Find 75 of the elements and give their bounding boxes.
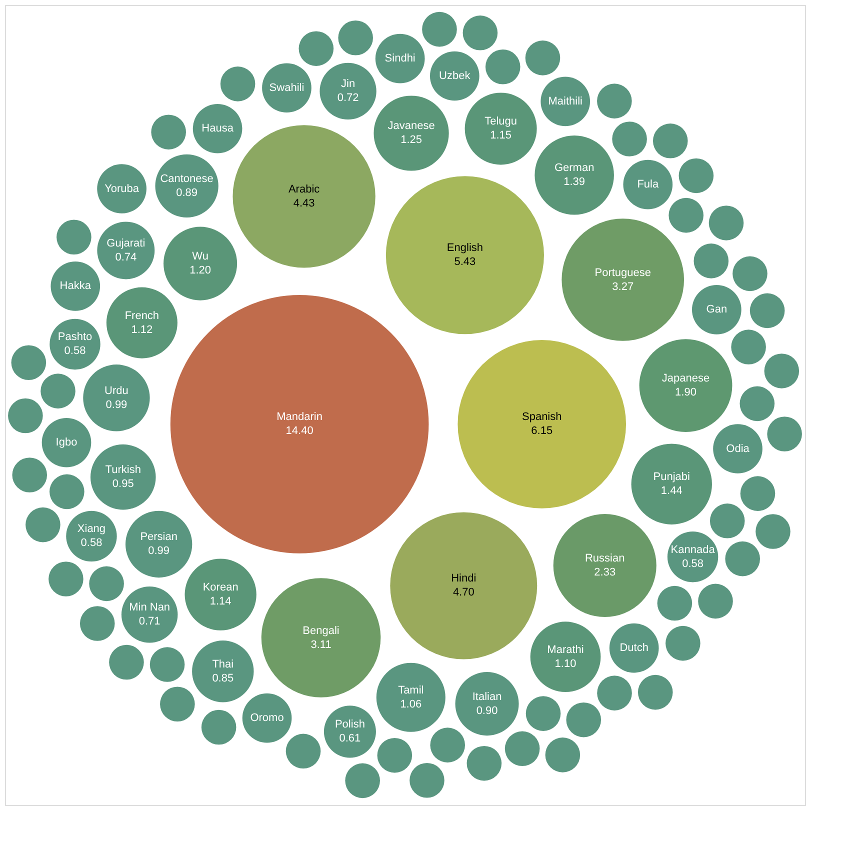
category-label: Persian — [140, 531, 178, 544]
data-label: 6.15 — [531, 425, 553, 438]
category-label: Oromo — [250, 712, 284, 724]
category-label: Sindhi — [384, 52, 416, 65]
data-label: 4.43 — [293, 197, 315, 210]
category-label: Yoruba — [104, 182, 140, 195]
data-label: 1.39 — [564, 176, 586, 188]
category-label: Marathi — [547, 644, 584, 656]
data-label: 2.33 — [594, 566, 616, 579]
data-label: 1.15 — [490, 130, 512, 142]
category-label: Urdu — [104, 384, 128, 397]
category-label: English — [446, 242, 483, 254]
data-label: 5.43 — [454, 256, 476, 268]
category-label: Uzbek — [439, 70, 471, 82]
category-label: Cantonese — [160, 172, 214, 185]
data-label: 0.72 — [337, 92, 359, 104]
category-label: Punjabi — [653, 471, 690, 484]
category-label: Swahili — [269, 82, 304, 94]
data-label: 4.70 — [452, 586, 474, 599]
data-label: 1.14 — [210, 596, 232, 608]
data-label: 0.90 — [476, 704, 498, 717]
category-label: Hakka — [60, 280, 92, 292]
category-label: Hausa — [202, 122, 234, 135]
category-label: Javanese — [388, 120, 435, 132]
data-label: 3.27 — [612, 280, 634, 293]
category-label: Hindi — [451, 572, 476, 585]
category-label: German — [554, 162, 594, 174]
category-label: Italian — [472, 690, 502, 703]
category-label: Odia — [726, 442, 750, 455]
data-label: 1.20 — [190, 264, 212, 277]
category-label: Polish — [334, 718, 365, 731]
category-label: Fula — [637, 178, 660, 191]
data-label: 1.12 — [131, 324, 153, 336]
category-label: Kannada — [670, 544, 716, 556]
category-label: Igbo — [56, 436, 78, 449]
category-label: Gan — [706, 304, 728, 316]
data-label: 0.58 — [64, 345, 86, 358]
data-label: 1.90 — [675, 386, 696, 399]
data-label: 0.85 — [212, 672, 234, 684]
data-label: 1.10 — [554, 658, 576, 670]
category-label: Bengali — [302, 624, 340, 637]
category-label: Pashto — [58, 331, 92, 344]
category-label: Min Nan — [129, 602, 170, 614]
data-label: 14.40 — [286, 425, 314, 438]
data-label: 0.61 — [339, 732, 361, 745]
category-label: Maithili — [548, 95, 582, 108]
data-label: 1.44 — [660, 485, 682, 498]
data-label: 3.11 — [310, 638, 332, 651]
data-label: 0.71 — [138, 616, 160, 628]
data-label: 0.74 — [115, 251, 137, 264]
category-label: Gujarati — [106, 237, 146, 250]
category-label: Portuguese — [594, 266, 651, 279]
category-label: Turkish — [105, 464, 141, 476]
category-label: Mandarin — [276, 411, 322, 424]
data-label: 0.89 — [176, 186, 198, 199]
data-label: 1.06 — [400, 698, 422, 710]
category-label: Tamil — [398, 684, 424, 696]
category-label: Dutch — [620, 642, 648, 654]
category-label: Wu — [192, 250, 208, 263]
category-label: Russian — [584, 552, 625, 565]
category-label: Xiang — [77, 523, 106, 536]
category-label: Korean — [202, 582, 238, 594]
data-label: 1.25 — [400, 134, 422, 146]
category-label: Spanish — [522, 411, 562, 424]
category-label: Jin — [341, 78, 356, 90]
data-label: 0.99 — [148, 545, 170, 558]
data-label: 0.58 — [80, 537, 102, 550]
category-label: Thai — [212, 658, 234, 670]
category-label: Japanese — [662, 372, 710, 385]
data-label: 0.58 — [682, 558, 704, 570]
category-label: Telugu — [484, 116, 518, 128]
data-label: 0.95 — [112, 478, 134, 490]
category-label: Arabic — [288, 183, 320, 196]
data-label: 0.99 — [106, 398, 128, 411]
category-label: French — [124, 310, 160, 322]
